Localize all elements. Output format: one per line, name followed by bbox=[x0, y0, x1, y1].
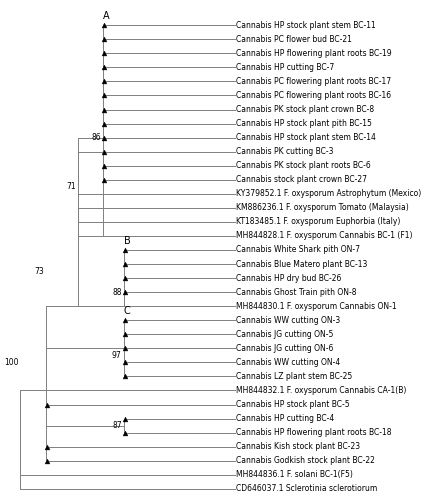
Text: CD646037.1 Sclerotinia sclerotiorum: CD646037.1 Sclerotinia sclerotiorum bbox=[236, 484, 377, 494]
Text: Cannabis JG cutting ON-6: Cannabis JG cutting ON-6 bbox=[236, 344, 333, 353]
Text: 100: 100 bbox=[4, 358, 19, 367]
Text: Cannabis Blue Matero plant BC-13: Cannabis Blue Matero plant BC-13 bbox=[236, 260, 367, 268]
Text: KY379852.1 F. oxysporum Astrophytum (Mexico): KY379852.1 F. oxysporum Astrophytum (Mex… bbox=[236, 190, 421, 198]
Text: Cannabis PC flower bud BC-21: Cannabis PC flower bud BC-21 bbox=[236, 35, 352, 44]
Text: Cannabis WW cutting ON-3: Cannabis WW cutting ON-3 bbox=[236, 316, 340, 324]
Text: Cannabis HP flowering plant roots BC-18: Cannabis HP flowering plant roots BC-18 bbox=[236, 428, 391, 437]
Text: 73: 73 bbox=[34, 266, 44, 276]
Text: MH844832.1 F. oxysporum Cannabis CA-1(B): MH844832.1 F. oxysporum Cannabis CA-1(B) bbox=[236, 386, 406, 395]
Text: Cannabis White Shark pith ON-7: Cannabis White Shark pith ON-7 bbox=[236, 246, 360, 254]
Text: Cannabis LZ plant stem BC-25: Cannabis LZ plant stem BC-25 bbox=[236, 372, 352, 381]
Text: KM886236.1 F. oxysporum Tomato (Malaysia): KM886236.1 F. oxysporum Tomato (Malaysia… bbox=[236, 204, 408, 212]
Text: Cannabis Ghost Train pith ON-8: Cannabis Ghost Train pith ON-8 bbox=[236, 288, 356, 296]
Text: 86: 86 bbox=[92, 133, 101, 142]
Text: Cannabis HP stock plant stem BC-11: Cannabis HP stock plant stem BC-11 bbox=[236, 20, 375, 30]
Text: 88: 88 bbox=[112, 288, 122, 296]
Text: Cannabis WW cutting ON-4: Cannabis WW cutting ON-4 bbox=[236, 358, 340, 367]
Text: 97: 97 bbox=[112, 351, 122, 360]
Text: Cannabis HP dry bud BC-26: Cannabis HP dry bud BC-26 bbox=[236, 274, 341, 282]
Text: Cannabis HP stock plant pith BC-15: Cannabis HP stock plant pith BC-15 bbox=[236, 119, 372, 128]
Text: Cannabis Godkish stock plant BC-22: Cannabis Godkish stock plant BC-22 bbox=[236, 456, 375, 465]
Text: Cannabis JG cutting ON-5: Cannabis JG cutting ON-5 bbox=[236, 330, 333, 339]
Text: Cannabis Kish stock plant BC-23: Cannabis Kish stock plant BC-23 bbox=[236, 442, 360, 451]
Text: Cannabis HP stock plant stem BC-14: Cannabis HP stock plant stem BC-14 bbox=[236, 133, 376, 142]
Text: 71: 71 bbox=[66, 182, 76, 192]
Text: Cannabis HP cutting BC-7: Cannabis HP cutting BC-7 bbox=[236, 63, 334, 72]
Text: Cannabis PK cutting BC-3: Cannabis PK cutting BC-3 bbox=[236, 147, 333, 156]
Text: MH844830.1 F. oxysporum Cannabis ON-1: MH844830.1 F. oxysporum Cannabis ON-1 bbox=[236, 302, 396, 310]
Text: B: B bbox=[124, 236, 131, 246]
Text: Cannabis PC flowering plant roots BC-17: Cannabis PC flowering plant roots BC-17 bbox=[236, 77, 391, 86]
Text: MH844836.1 F. solani BC-1(F5): MH844836.1 F. solani BC-1(F5) bbox=[236, 470, 353, 480]
Text: KT183485.1 F. oxysporum Euphorbia (Italy): KT183485.1 F. oxysporum Euphorbia (Italy… bbox=[236, 218, 400, 226]
Text: 87: 87 bbox=[112, 421, 122, 430]
Text: MH844828.1 F. oxysporum Cannabis BC-1 (F1): MH844828.1 F. oxysporum Cannabis BC-1 (F… bbox=[236, 232, 412, 240]
Text: Cannabis PK stock plant roots BC-6: Cannabis PK stock plant roots BC-6 bbox=[236, 161, 371, 170]
Text: Cannabis PK stock plant crown BC-8: Cannabis PK stock plant crown BC-8 bbox=[236, 105, 374, 114]
Text: Cannabis HP cutting BC-4: Cannabis HP cutting BC-4 bbox=[236, 414, 334, 423]
Text: Cannabis stock plant crown BC-27: Cannabis stock plant crown BC-27 bbox=[236, 176, 367, 184]
Text: C: C bbox=[124, 306, 131, 316]
Text: Cannabis PC flowering plant roots BC-16: Cannabis PC flowering plant roots BC-16 bbox=[236, 91, 391, 100]
Text: Cannabis HP stock plant BC-5: Cannabis HP stock plant BC-5 bbox=[236, 400, 350, 409]
Text: Cannabis HP flowering plant roots BC-19: Cannabis HP flowering plant roots BC-19 bbox=[236, 49, 391, 58]
Text: A: A bbox=[104, 11, 110, 21]
